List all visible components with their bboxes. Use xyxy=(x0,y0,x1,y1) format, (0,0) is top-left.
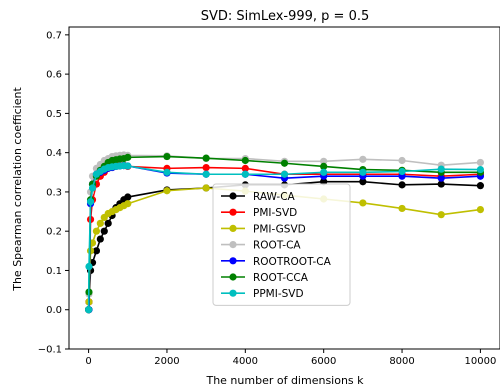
y-tick-label: 0.1 xyxy=(46,266,62,277)
data-point xyxy=(320,157,328,165)
legend-item: ROOT-CCA xyxy=(221,272,309,284)
legend-label: PPMI-SVD xyxy=(253,288,304,300)
legend-label: PMI-GSVD xyxy=(253,223,306,235)
data-point xyxy=(163,187,171,195)
data-point xyxy=(398,181,406,189)
legend-item: PPMI-SVD xyxy=(221,288,304,300)
data-point xyxy=(437,180,445,188)
y-tick-label: 0.5 xyxy=(46,109,62,120)
data-point xyxy=(280,170,289,178)
legend-item: ROOT-CA xyxy=(221,240,301,252)
data-point xyxy=(202,170,210,178)
data-point xyxy=(104,219,112,227)
chart-title: SVD: SimLex-999, p = 0.5 xyxy=(201,9,370,24)
legend-label: ROOT-CCA xyxy=(253,272,309,284)
x-tick-label: 0 xyxy=(85,356,91,367)
y-axis-ticks: −0.1 0.0 0.1 0.2 0.3 0.4 0.5 0.6 0.7 xyxy=(38,30,69,356)
y-tick-label: 0.2 xyxy=(46,227,62,238)
data-point xyxy=(202,154,210,162)
legend-box xyxy=(212,183,351,306)
data-point xyxy=(359,178,367,186)
data-point xyxy=(124,153,132,161)
x-axis-label: The number of dimensions k xyxy=(205,374,364,387)
legend: RAW-CA PMI-SVD PMI-GSVD ROOT-CA ROOTROOT-CA R… xyxy=(212,183,351,306)
data-point xyxy=(320,168,328,176)
data-point xyxy=(476,182,485,190)
legend-marker xyxy=(229,192,237,200)
legend-item: PMI-SVD xyxy=(221,207,297,219)
data-point xyxy=(476,165,485,174)
data-point xyxy=(359,199,367,207)
data-point xyxy=(437,211,445,219)
legend-item: RAW-CA xyxy=(221,191,296,203)
data-point xyxy=(359,155,367,163)
data-point xyxy=(96,219,104,227)
data-point xyxy=(241,170,249,178)
x-tick-label: 2000 xyxy=(154,356,179,367)
x-tick-label: 4000 xyxy=(233,356,258,367)
data-point xyxy=(241,164,249,172)
data-point xyxy=(124,193,132,201)
y-tick-label: 0.7 xyxy=(46,30,62,41)
legend-item: ROOTROOT-CA xyxy=(221,256,332,268)
data-point xyxy=(100,227,108,235)
y-tick-label: −0.1 xyxy=(38,345,62,356)
data-point xyxy=(320,162,328,171)
legend-label: ROOT-CA xyxy=(253,240,301,252)
data-point xyxy=(92,227,101,235)
data-point xyxy=(124,200,132,208)
x-axis-ticks: 0 2000 4000 6000 8000 10000 xyxy=(85,349,496,367)
y-tick-label: 0.6 xyxy=(46,70,62,81)
data-point xyxy=(202,163,210,172)
legend-marker xyxy=(229,241,237,249)
data-point xyxy=(86,198,95,206)
legend-marker xyxy=(229,289,237,297)
plot-frame xyxy=(68,26,500,350)
y-tick-label: 0.4 xyxy=(46,148,62,159)
data-point xyxy=(163,152,171,161)
series-ppmi-svd xyxy=(85,162,485,314)
data-point xyxy=(476,205,485,214)
y-tick-label: 0.3 xyxy=(46,187,62,198)
legend-marker xyxy=(229,273,237,281)
legend-item: PMI-GSVD xyxy=(221,223,306,235)
legend-marker xyxy=(229,257,237,265)
data-point xyxy=(124,162,132,170)
series-layer xyxy=(85,151,485,314)
data-point xyxy=(96,235,104,243)
y-axis-label: The Spearman correlation coefficient xyxy=(11,87,24,292)
data-point xyxy=(85,306,93,314)
data-point xyxy=(280,159,289,167)
data-point xyxy=(88,184,97,192)
legend-label: RAW-CA xyxy=(253,191,296,203)
data-point xyxy=(85,262,93,271)
legend-marker xyxy=(229,224,237,232)
data-point xyxy=(398,167,406,176)
legend-marker xyxy=(229,208,237,216)
legend-label: ROOTROOT-CA xyxy=(253,256,332,268)
data-point xyxy=(241,156,249,165)
data-point xyxy=(437,174,445,182)
x-tick-label: 10000 xyxy=(465,356,497,367)
data-point xyxy=(92,247,101,255)
data-point xyxy=(476,158,485,167)
x-tick-label: 8000 xyxy=(389,356,414,367)
data-point xyxy=(398,204,406,213)
data-point xyxy=(398,156,406,165)
legend-label: PMI-SVD xyxy=(253,207,297,219)
data-point xyxy=(359,168,367,176)
data-point xyxy=(202,184,210,192)
data-point xyxy=(163,168,171,176)
y-tick-label: 0.0 xyxy=(46,305,62,316)
x-tick-label: 6000 xyxy=(311,356,336,367)
data-point xyxy=(437,165,445,173)
